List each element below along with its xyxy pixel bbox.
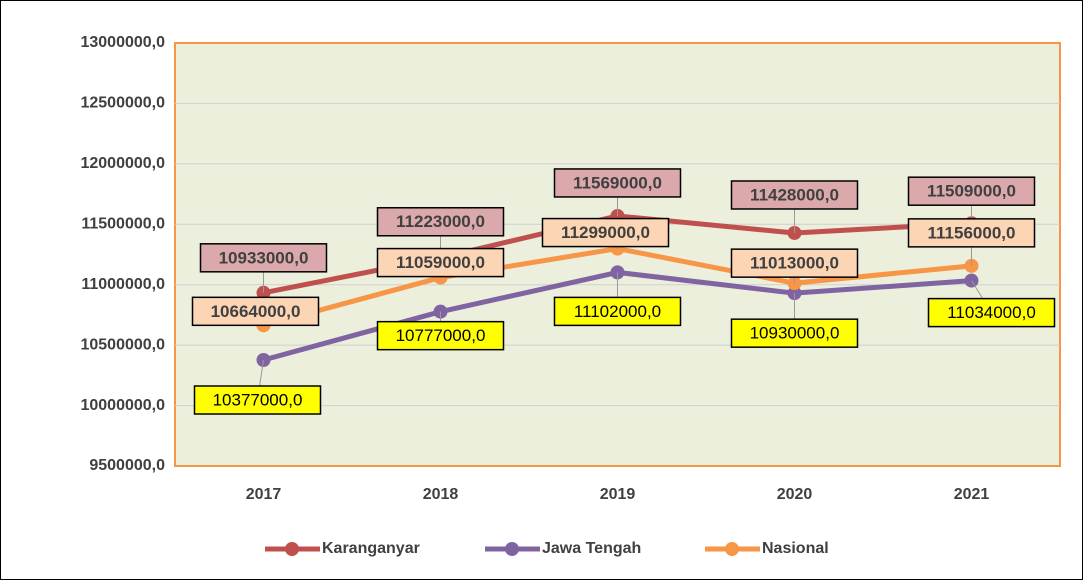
value-label: 11428000,0 [750, 185, 839, 204]
legend-label: Karanganyar [322, 540, 420, 557]
y-tick-label: 10000000,0 [80, 397, 165, 414]
value-label-box [927, 297, 1056, 328]
legend-marker [725, 542, 739, 556]
value-label: 11223000,0 [396, 212, 485, 231]
value-label-box [553, 168, 682, 198]
value-label: 10377000,0 [213, 390, 303, 409]
value-label-box [730, 180, 859, 210]
x-tick-label: 2017 [246, 486, 282, 503]
y-tick-label: 11000000,0 [81, 276, 165, 293]
value-label-box [907, 176, 1036, 206]
y-tick-label: 9500000,0 [89, 457, 165, 474]
y-tick-label: 12000000,0 [80, 155, 165, 172]
value-label: 10664000,0 [211, 302, 301, 321]
value-label: 11013000,0 [750, 254, 839, 273]
value-label: 11102000,0 [574, 302, 661, 321]
value-label: 11034000,0 [947, 303, 1036, 322]
value-label-box [199, 243, 328, 273]
x-tick-label: 2020 [777, 486, 813, 503]
y-tick-label: 10500000,0 [80, 336, 165, 353]
value-label-box [376, 207, 505, 237]
y-tick-label: 12500000,0 [80, 95, 165, 112]
legend-marker [285, 542, 299, 556]
value-label: 11299000,0 [561, 223, 650, 242]
value-label-box [541, 217, 670, 248]
value-label: 11156000,0 [928, 223, 1016, 242]
legend-marker [505, 542, 519, 556]
value-label-box [193, 385, 322, 415]
value-label: 11569000,0 [573, 173, 662, 192]
value-label-box [907, 218, 1036, 248]
value-label-box [730, 248, 859, 278]
value-label: 11509000,0 [927, 182, 1016, 201]
x-tick-label: 2019 [600, 486, 636, 503]
value-label: 10930000,0 [750, 324, 840, 343]
value-label-box [553, 296, 682, 327]
x-tick-label: 2021 [954, 486, 990, 503]
value-label: 10777000,0 [396, 326, 486, 345]
value-label-box [191, 296, 320, 327]
value-label-box [376, 320, 505, 351]
x-tick-label: 2018 [423, 486, 459, 503]
legend-label: Nasional [762, 540, 829, 557]
y-tick-label: 11500000,0 [81, 216, 165, 233]
value-label-box [730, 318, 859, 348]
value-label-box [376, 247, 505, 278]
y-tick-label: 13000000,0 [80, 34, 165, 51]
value-label: 10933000,0 [219, 248, 309, 267]
legend-label: Jawa Tengah [542, 540, 641, 557]
value-label: 11059000,0 [396, 253, 485, 272]
